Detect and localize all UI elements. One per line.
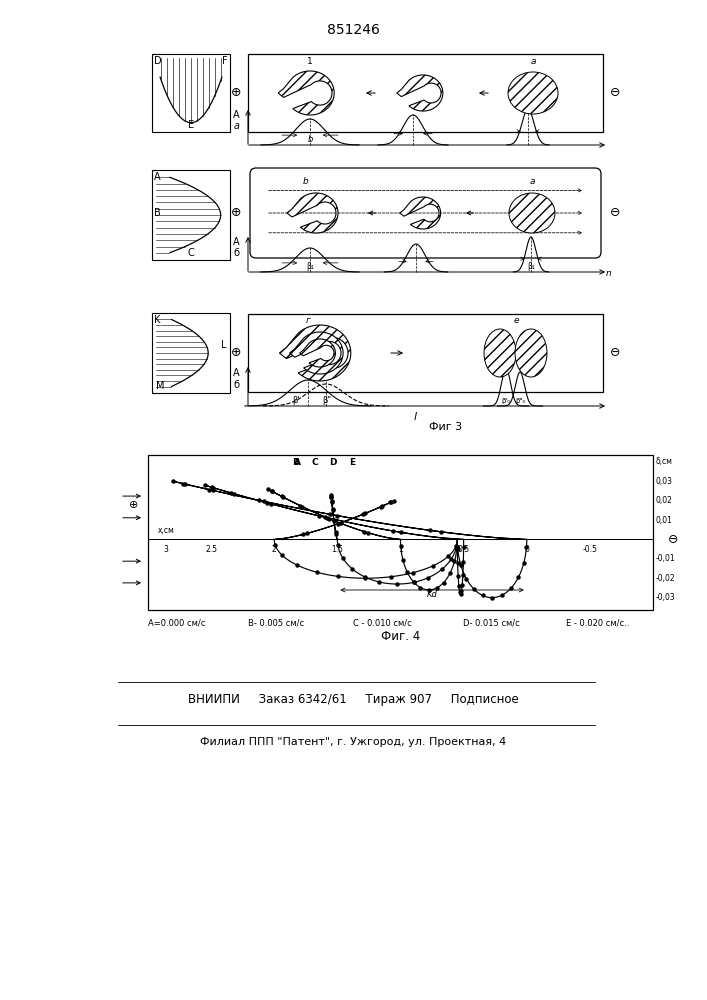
Text: г: г — [305, 316, 310, 325]
Text: β"₀: β"₀ — [515, 398, 525, 404]
Text: б: б — [234, 380, 240, 390]
Text: -0.5: -0.5 — [583, 545, 597, 554]
Ellipse shape — [484, 329, 516, 377]
Text: D- 0.015 см/с: D- 0.015 см/с — [463, 619, 520, 628]
Text: β': β' — [292, 396, 300, 405]
Text: 0,02: 0,02 — [656, 496, 673, 505]
Text: 3: 3 — [163, 545, 168, 554]
Text: b: b — [308, 135, 312, 144]
Text: -0,02: -0,02 — [656, 574, 676, 583]
Text: B- 0.005 см/с: B- 0.005 см/с — [248, 619, 304, 628]
Text: A: A — [293, 458, 300, 467]
Text: ⊕: ⊕ — [230, 207, 241, 220]
Text: ВНИИПИ     Заказ 6342/61     Тираж 907     Подписное: ВНИИПИ Заказ 6342/61 Тираж 907 Подписное — [187, 694, 518, 706]
Text: β₁: β₁ — [306, 262, 314, 271]
Text: n: n — [606, 269, 612, 278]
Text: β": β" — [322, 396, 331, 405]
Text: Фиг 3: Фиг 3 — [429, 422, 462, 432]
Text: 2: 2 — [272, 545, 276, 554]
Polygon shape — [397, 75, 443, 111]
Text: B: B — [154, 208, 160, 218]
Text: B: B — [292, 458, 299, 467]
Text: ⊖: ⊖ — [667, 533, 678, 546]
Text: l: l — [414, 412, 417, 422]
Text: a: a — [530, 57, 536, 66]
Text: A: A — [233, 237, 240, 247]
Polygon shape — [287, 193, 338, 233]
Text: β'₀: β'₀ — [501, 398, 510, 404]
Bar — [152, 54, 230, 132]
Text: E - 0.020 см/с..: E - 0.020 см/с.. — [566, 619, 629, 628]
Text: Филиал ППП "Патент", г. Ужгород, ул. Проектная, 4: Филиал ППП "Патент", г. Ужгород, ул. Про… — [200, 737, 506, 747]
Polygon shape — [300, 339, 335, 367]
Polygon shape — [290, 332, 343, 374]
Text: 851246: 851246 — [327, 23, 380, 37]
Polygon shape — [399, 197, 440, 229]
Text: C - 0.010 см/с: C - 0.010 см/с — [353, 619, 411, 628]
Bar — [248, 314, 603, 392]
Text: 1: 1 — [398, 545, 403, 554]
Ellipse shape — [515, 329, 547, 377]
Text: F: F — [223, 56, 228, 66]
Text: a: a — [234, 121, 240, 131]
Ellipse shape — [509, 193, 555, 233]
Text: ⊖: ⊖ — [609, 347, 620, 360]
Bar — [248, 54, 603, 132]
Text: b: b — [303, 177, 309, 186]
Text: K: K — [154, 315, 160, 325]
Text: -0,03: -0,03 — [656, 593, 676, 602]
Text: A: A — [233, 110, 240, 120]
Text: D: D — [154, 56, 162, 66]
Text: L: L — [221, 340, 227, 350]
Text: a: a — [530, 177, 534, 186]
Text: -0,01: -0,01 — [656, 554, 676, 563]
Text: β₁: β₁ — [527, 262, 535, 271]
Text: ⊖: ⊖ — [609, 87, 620, 100]
Text: D: D — [329, 458, 337, 467]
Text: 0.5: 0.5 — [457, 545, 469, 554]
Text: A=0.000 см/с: A=0.000 см/с — [148, 619, 205, 628]
Text: C: C — [187, 248, 194, 258]
Text: 1: 1 — [307, 57, 313, 66]
Text: ⊖: ⊖ — [609, 207, 620, 220]
Text: E: E — [188, 120, 194, 130]
Text: A: A — [154, 172, 160, 182]
Text: б: б — [234, 248, 240, 258]
Text: 2.5: 2.5 — [205, 545, 217, 554]
Text: ⊕: ⊕ — [230, 347, 241, 360]
Text: 0,01: 0,01 — [656, 516, 673, 525]
Text: M: M — [156, 381, 165, 391]
Text: ⊕: ⊕ — [129, 500, 139, 510]
Ellipse shape — [508, 72, 558, 114]
Bar — [148, 455, 653, 610]
Bar — [152, 313, 230, 393]
Text: Фиг. 4: Фиг. 4 — [381, 630, 420, 643]
Text: ⊕: ⊕ — [230, 87, 241, 100]
Text: 0: 0 — [525, 545, 529, 554]
Polygon shape — [279, 325, 351, 381]
Bar — [152, 170, 230, 260]
Text: E: E — [349, 458, 356, 467]
Text: е: е — [513, 316, 519, 325]
Text: 1.5: 1.5 — [332, 545, 344, 554]
Text: δ,cм: δ,cм — [656, 457, 673, 466]
Text: A: A — [233, 368, 240, 378]
Text: 0,03: 0,03 — [656, 477, 673, 486]
Text: C: C — [311, 458, 317, 467]
Text: x,cм: x,cм — [158, 526, 175, 535]
Polygon shape — [278, 71, 334, 115]
Text: Kd: Kd — [426, 590, 438, 599]
